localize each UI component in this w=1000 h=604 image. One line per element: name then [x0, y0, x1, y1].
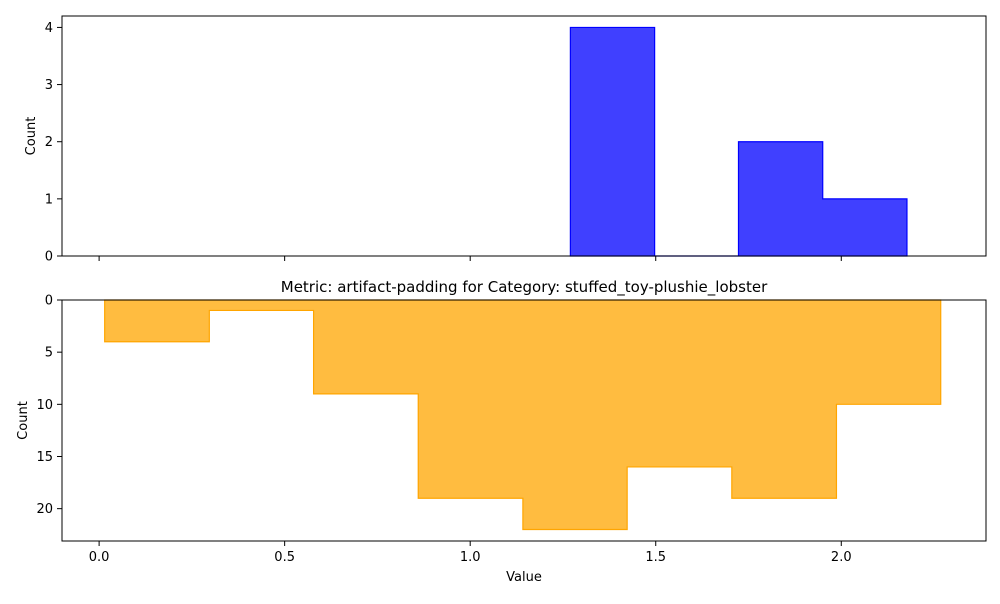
- bottom-histogram-panel: 0.0 0.5 1.0 1.5 2.0 0 5 10 15 20 Count Metric: arti…: [16, 278, 987, 585]
- top-y-tick-label: 0: [45, 250, 53, 265]
- bottom-y-tick-label: 20: [36, 502, 53, 517]
- top-y-tick-label: 2: [45, 135, 53, 150]
- bottom-y-tick-label: 10: [36, 398, 53, 413]
- bottom-histogram-fill: [104, 299, 942, 531]
- top-y-axis-label: Count: [24, 117, 39, 156]
- bottom-x-tick-label: 1.0: [460, 550, 481, 565]
- top-y-tick-label: 1: [45, 192, 53, 207]
- bottom-x-tick-label: 0.0: [89, 550, 110, 565]
- bottom-x-tick-label: 2.0: [831, 550, 852, 565]
- top-y-tick-label: 3: [45, 78, 53, 93]
- top-histogram-fill: [569, 26, 908, 257]
- bottom-y-axis-label: Count: [16, 401, 31, 440]
- top-y-tick-label: 4: [45, 21, 53, 36]
- bottom-y-tick-label: 0: [45, 294, 53, 309]
- bottom-chart-title: Metric: artifact-padding for Category: s…: [281, 278, 768, 297]
- bottom-y-tick-label: 5: [45, 346, 53, 361]
- bottom-axes-frame: [61, 299, 987, 542]
- bottom-x-tick-label: 1.5: [645, 550, 666, 565]
- bottom-x-tick-label: 0.5: [274, 550, 295, 565]
- top-axes-frame: [61, 15, 987, 257]
- bottom-y-tick-label: 15: [36, 450, 53, 465]
- top-histogram-panel: 0 1 2 3 4 Count: [24, 15, 987, 265]
- bottom-x-axis-label: Value: [506, 570, 542, 585]
